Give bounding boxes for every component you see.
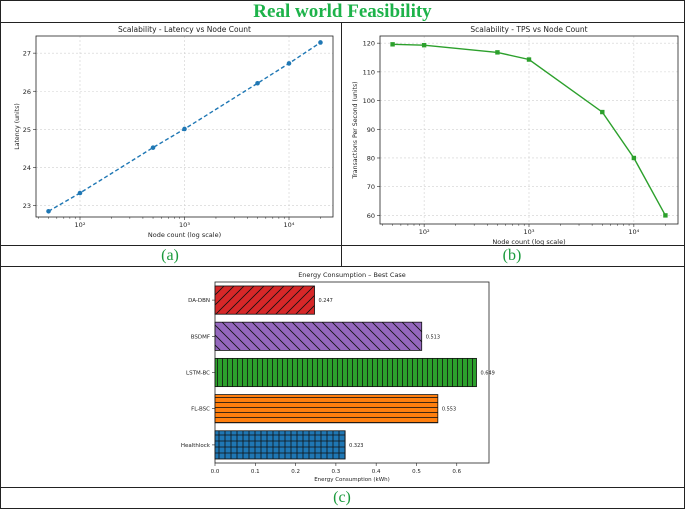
bar-hatch bbox=[215, 394, 438, 423]
x-tick-label: 10² bbox=[419, 228, 430, 236]
y-tick-label: BSDMF bbox=[191, 334, 210, 340]
x-tick-label: 0.2 bbox=[291, 469, 300, 475]
y-axis-label: Latency (units) bbox=[14, 103, 21, 149]
tps-chart: Scalability - TPS vs Node Count 60 70 80 90 1… bbox=[352, 25, 679, 246]
y-tick-label: FL-BSC bbox=[191, 407, 210, 413]
bar-hatch bbox=[215, 430, 346, 460]
bar-hatch bbox=[215, 358, 477, 387]
x-tick-label: 10³ bbox=[524, 228, 535, 236]
data-point bbox=[77, 190, 83, 196]
y-tick-label: 25 bbox=[23, 126, 31, 134]
data-point bbox=[150, 145, 156, 150]
bar-value-label: 0.323 bbox=[349, 443, 363, 449]
x-tick-label: 10⁴ bbox=[284, 221, 295, 229]
page-title: Real world Feasibility bbox=[253, 1, 432, 22]
x-tick-label: 0.5 bbox=[412, 469, 421, 475]
x-tick-label: 0.6 bbox=[452, 469, 461, 475]
x-tick-label: 0.3 bbox=[332, 469, 341, 475]
y-axis-label: Transactions Per Second (units) bbox=[352, 81, 359, 179]
x-tick-label: 10² bbox=[75, 221, 86, 229]
y-tick-label: DA-DBN bbox=[188, 298, 210, 304]
plot-frame bbox=[35, 35, 334, 218]
chart-title: Scalability - Latency vs Node Count bbox=[118, 25, 251, 34]
y-tick-label: 26 bbox=[23, 88, 31, 96]
data-point bbox=[600, 109, 605, 115]
caption-c: (c) bbox=[333, 489, 351, 506]
bar-hatch bbox=[215, 285, 315, 315]
x-axis-label: Energy Consumption (kWh) bbox=[314, 477, 390, 483]
data-point bbox=[46, 208, 51, 214]
data-point bbox=[495, 50, 500, 55]
chart-title: Energy Consumption – Best Case bbox=[298, 271, 406, 279]
x-tick-label: 0.0 bbox=[211, 469, 220, 475]
y-tick-label: 60 bbox=[367, 212, 375, 220]
y-tick-label: 90 bbox=[367, 126, 375, 134]
latency-chart: Scalability - Latency vs Node Count 23 24 2… bbox=[14, 25, 334, 239]
y-tick-label: 27 bbox=[23, 50, 31, 58]
data-point bbox=[663, 213, 668, 218]
energy-chart: Energy Consumption – Best Case 0.0 0.1 0.2 0… bbox=[181, 271, 495, 483]
y-tick-label: Healthlock bbox=[181, 443, 211, 449]
bar-value-label: 0.513 bbox=[426, 334, 440, 340]
data-point bbox=[318, 40, 323, 45]
data-point bbox=[286, 61, 292, 66]
x-tick-label: 10³ bbox=[179, 221, 190, 229]
bar-hatch bbox=[215, 322, 422, 351]
bar-value-label: 0.553 bbox=[442, 407, 456, 413]
bar-value-label: 0.247 bbox=[319, 298, 333, 304]
chart-title: Scalability - TPS vs Node Count bbox=[470, 25, 587, 34]
caption-a: (a) bbox=[161, 247, 179, 264]
data-point bbox=[631, 155, 637, 161]
x-tick-label: 0.4 bbox=[372, 469, 381, 475]
y-tick-label: 23 bbox=[23, 202, 31, 210]
y-tick-label: 70 bbox=[367, 183, 375, 191]
caption-b: (b) bbox=[502, 247, 522, 264]
y-tick-label: 24 bbox=[23, 164, 31, 172]
y-tick-label: LSTM-BC bbox=[186, 371, 210, 377]
x-axis-label: Node count (log scale) bbox=[148, 231, 221, 239]
y-tick-label: 100 bbox=[363, 97, 375, 105]
data-point bbox=[255, 80, 260, 86]
y-tick-label: 120 bbox=[363, 40, 375, 48]
x-tick-label: 0.1 bbox=[251, 469, 260, 475]
x-axis-label: Node count (log scale) bbox=[492, 238, 565, 246]
data-point bbox=[390, 42, 395, 47]
plot-frame bbox=[379, 35, 679, 225]
x-tick-label: 10⁴ bbox=[628, 228, 639, 236]
y-tick-label: 110 bbox=[363, 68, 375, 76]
data-point bbox=[182, 126, 187, 132]
data-point bbox=[421, 42, 427, 48]
y-tick-label: 80 bbox=[367, 154, 375, 162]
bar-value-label: 0.649 bbox=[481, 371, 495, 377]
data-point bbox=[526, 57, 532, 62]
